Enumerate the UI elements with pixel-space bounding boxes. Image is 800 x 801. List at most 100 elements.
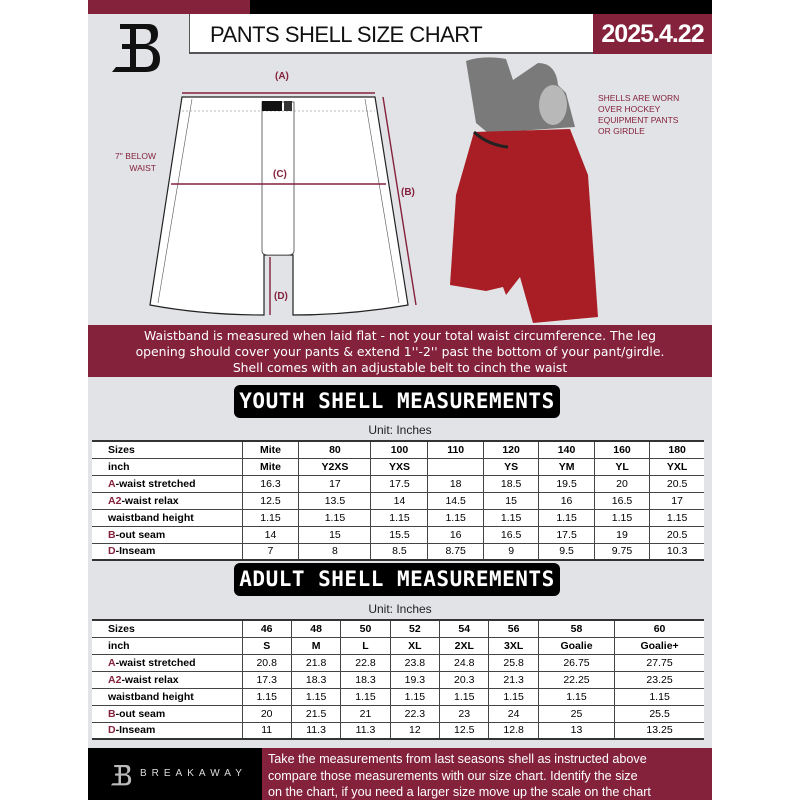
table-cell: 1.15 [340, 687, 391, 706]
brand-logo-icon [112, 24, 160, 72]
table-cell: 48 [290, 619, 342, 638]
table-cell: 16.3 [241, 474, 300, 493]
label-a: (A) [275, 71, 289, 82]
table-cell: 11.3 [290, 721, 342, 740]
table-cell: Mite [241, 440, 300, 459]
table-cell: 10.3 [649, 542, 704, 561]
table-cell: 1.15 [488, 687, 539, 706]
table-cell: 21.5 [290, 704, 342, 723]
note-line: SHELLS ARE WORN [598, 93, 680, 103]
table-cell: 18.5 [482, 474, 540, 493]
table-cell: 1.15 [593, 508, 651, 527]
table-cell: 1.15 [427, 508, 484, 527]
table-cell: 9.75 [593, 542, 651, 561]
measurement-label: -waist stretched [115, 656, 196, 669]
table-cell: 9.5 [538, 542, 595, 561]
table-cell: 140 [538, 440, 595, 459]
measurement-label: waistband height [108, 690, 194, 703]
table-cell: 22.25 [537, 670, 616, 689]
adult-heading: ADULT SHELL MEASUREMENTS [234, 563, 560, 596]
row-label: waistband height [92, 687, 243, 706]
table-cell: Y2XS [298, 457, 372, 476]
table-cell: YXL [649, 457, 704, 476]
measurement-label: waistband height [108, 511, 194, 524]
table-row: A-waist stretched 20.8 21.8 22.8 23.8 24.8 25.… [92, 653, 704, 672]
measurement-label: -out seam [115, 528, 166, 541]
table-row: Sizes 46 48 50 52 54 56 58 60 [92, 619, 704, 638]
table-row: D-Inseam 11 11.3 11.3 12 12.5 12.8 13 13.25 [92, 721, 704, 740]
youth-table: Sizes Mite 80 100 110 120 140 160 180 inch Mite Y2X… [92, 440, 704, 561]
row-label: D-Inseam [92, 542, 243, 561]
table-cell: Mite [241, 457, 300, 476]
table-cell: 13.5 [298, 491, 372, 510]
table-cell: 8 [298, 542, 372, 561]
table-cell: 15.5 [370, 525, 429, 544]
table-cell: 180 [649, 440, 704, 459]
table-cell: 17.3 [241, 670, 292, 689]
table-cell: 21.3 [488, 670, 539, 689]
measurement-diagram: (A) (C) (B) (D) [149, 57, 598, 323]
table-cell: S [241, 636, 292, 655]
table-row: A2-waist relax 12.5 13.5 14 14.5 15 16 16.5 17 [92, 491, 704, 510]
table-cell: 46 [241, 619, 292, 638]
table-cell: 20 [593, 474, 651, 493]
table-cell: 14.5 [427, 491, 484, 510]
measurement-letter: A2 [108, 673, 122, 686]
table-cell: 20.5 [649, 474, 704, 493]
table-cell: 23 [439, 704, 490, 723]
table-cell: 120 [482, 440, 540, 459]
table-cell: 50 [340, 619, 391, 638]
banner-line: Waistband is measured when laid flat - n… [144, 328, 656, 343]
table-row: waistband height 1.15 1.15 1.15 1.15 1.15 1.15… [92, 508, 704, 527]
footer-logo-icon [110, 765, 132, 786]
table-row: inch Mite Y2XS YXS YS YM YL YXL [92, 457, 704, 476]
table-row: Sizes Mite 80 100 110 120 140 160 180 [92, 440, 704, 459]
label-b: (B) [401, 187, 415, 198]
table-cell: 1.15 [649, 508, 704, 527]
banner-line: Shell comes with an adjustable belt to c… [232, 360, 568, 375]
table-cell: 19.3 [389, 670, 441, 689]
table-cell: 20.8 [241, 653, 292, 672]
measurement-label: -Inseam [115, 545, 156, 558]
shells-note: SHELLS ARE WORN OVER HOCKEY EQUIPMENT PA… [598, 93, 679, 137]
table-cell: 20 [241, 704, 292, 723]
table-cell: 8.75 [427, 542, 484, 561]
table-cell: 23.8 [389, 653, 441, 672]
table-cell: 1.15 [298, 508, 372, 527]
shell-photo [450, 57, 598, 323]
row-label: A2-waist relax [92, 670, 243, 689]
top-bar-accent [88, 0, 250, 14]
table-cell: 1.15 [439, 687, 490, 706]
table-cell: 1.15 [241, 508, 300, 527]
table-cell: 3XL [488, 636, 539, 655]
table-row: A-waist stretched 16.3 17 17.5 18 18.5 19.5 20 2… [92, 474, 704, 493]
table-cell: 2XL [439, 636, 490, 655]
row-label: inch [92, 636, 243, 655]
table-cell: 7 [241, 542, 300, 561]
row-label: A-waist stretched [92, 653, 243, 672]
table-cell: 25 [537, 704, 616, 723]
table-cell: 1.15 [482, 508, 540, 527]
instructions-banner: Waistband is measured when laid flat - n… [88, 325, 712, 377]
table-cell: 19.5 [538, 474, 595, 493]
table-row: A2-waist relax 17.3 18.3 18.3 19.3 20.3 21.3 22… [92, 670, 704, 689]
row-label: A-waist stretched [92, 474, 243, 493]
page-title: PANTS SHELL SIZE CHART [210, 22, 483, 47]
table-cell: 25.5 [614, 704, 704, 723]
note-line: 7'' BELOW [114, 151, 156, 161]
youth-unit: Unit: Inches [368, 423, 432, 437]
table-row: inch S M L XL 2XL 3XL Goalie Goalie+ [92, 636, 704, 655]
table-row: D-Inseam 7 8 8.5 8.75 9 9.5 9.75 10.3 [92, 542, 704, 561]
row-label: waistband height [92, 508, 243, 527]
table-cell: 56 [488, 619, 539, 638]
table-cell: 100 [370, 440, 429, 459]
note-line: OR GIRDLE [598, 126, 645, 136]
top-bar [250, 0, 712, 14]
measurement-label: Sizes [108, 622, 135, 635]
measurement-label: -Inseam [115, 724, 156, 737]
footer-line: on the chart, if you need a larger size … [268, 785, 651, 799]
row-label: A2-waist relax [92, 491, 243, 510]
label-d: (D) [274, 291, 288, 302]
table-cell: YL [593, 457, 651, 476]
table-cell: 1.15 [614, 687, 704, 706]
